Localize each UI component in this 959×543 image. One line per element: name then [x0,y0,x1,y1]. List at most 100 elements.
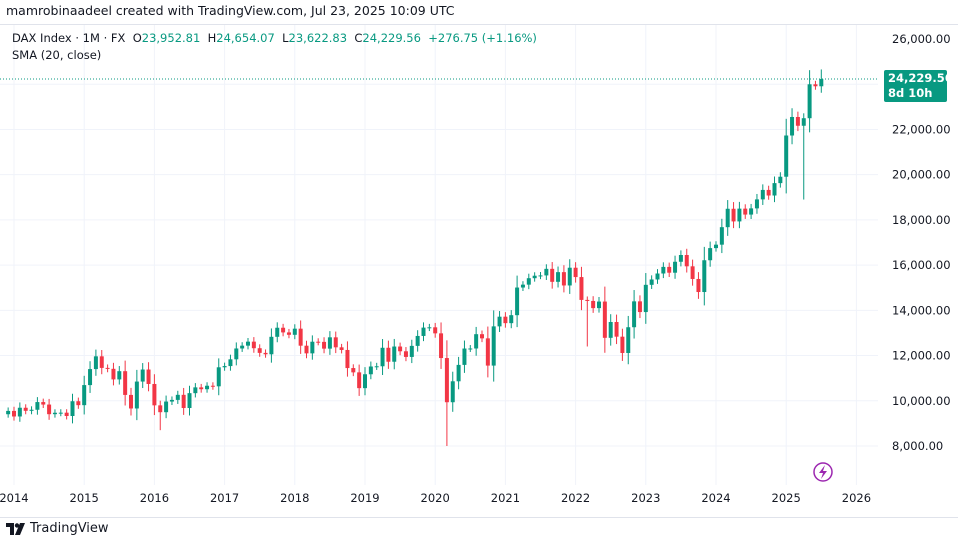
candle[interactable] [99,350,104,375]
candle[interactable] [696,272,701,299]
candle[interactable] [714,241,718,252]
candle[interactable] [801,113,806,200]
candle[interactable] [427,323,432,332]
candle[interactable] [649,275,654,289]
candle[interactable] [251,337,256,353]
candle[interactable] [82,375,87,415]
candle[interactable] [88,361,93,393]
candle[interactable] [684,248,689,273]
candle[interactable] [281,323,286,337]
candle[interactable] [123,360,128,406]
candle[interactable] [790,108,795,145]
candle[interactable] [772,176,777,203]
candle[interactable] [363,367,367,396]
candle[interactable] [52,409,57,418]
candle[interactable] [655,269,660,284]
candle[interactable] [667,262,672,278]
candle[interactable] [105,364,110,373]
candle[interactable] [275,322,280,343]
candle[interactable] [567,259,572,294]
candle[interactable] [544,264,549,280]
candle[interactable] [316,338,321,346]
indicator-sma[interactable]: SMA (20, close) [12,48,102,62]
candle[interactable] [257,344,262,357]
candle[interactable] [702,246,707,306]
candle[interactable] [433,322,438,338]
candle[interactable] [228,354,233,371]
candle[interactable] [93,349,98,376]
candle[interactable] [778,172,783,188]
candle[interactable] [819,69,824,93]
symbol-info[interactable]: DAX Index · 1M · FX [12,31,126,45]
candle[interactable] [474,326,479,356]
candle[interactable] [784,118,789,194]
candle[interactable] [760,184,765,205]
candle[interactable] [286,328,291,339]
candle[interactable] [304,340,309,359]
candle[interactable] [12,406,16,421]
candle[interactable] [620,328,625,361]
candle[interactable] [550,262,555,289]
candle[interactable] [58,409,63,417]
candle[interactable] [579,266,584,311]
candle[interactable] [690,259,695,286]
candle[interactable] [164,395,169,419]
candle[interactable] [216,358,221,396]
candle[interactable] [520,281,525,291]
candle[interactable] [327,331,332,355]
candle[interactable] [509,310,514,329]
candle[interactable] [23,404,28,415]
candle[interactable] [456,356,461,390]
candle[interactable] [35,397,40,415]
candle[interactable] [462,340,467,373]
candle[interactable] [41,398,46,409]
candle[interactable] [626,315,631,365]
candle[interactable] [333,331,338,354]
candle[interactable] [175,390,180,404]
candle[interactable] [29,406,34,415]
candle[interactable] [246,337,250,350]
candle[interactable] [47,398,52,420]
candle[interactable] [392,338,397,370]
candle[interactable] [637,295,642,319]
candle[interactable] [140,363,145,389]
candle[interactable] [708,241,713,267]
candle[interactable] [807,70,812,133]
candle[interactable] [322,337,327,354]
candle[interactable] [152,374,157,416]
candle[interactable] [468,345,473,352]
candle[interactable] [608,314,613,346]
candle[interactable] [205,382,210,393]
candle[interactable] [480,330,484,343]
candle[interactable] [591,296,596,313]
tradingview-logo[interactable]: TradingView [6,521,109,536]
candle[interactable] [345,341,350,377]
candle[interactable] [491,310,496,382]
candle[interactable] [731,202,736,229]
lightning-icon[interactable] [813,462,833,482]
candle[interactable] [597,297,601,313]
candle[interactable] [673,255,678,279]
candle[interactable] [813,80,818,90]
candle[interactable] [234,342,239,366]
candle[interactable] [725,200,730,236]
candle[interactable] [158,400,163,431]
candle[interactable] [240,342,245,352]
candle[interactable] [357,364,362,396]
candle[interactable] [526,273,531,290]
candle[interactable] [199,383,204,393]
candle[interactable] [409,339,414,364]
candle[interactable] [386,340,391,369]
candle[interactable] [263,349,268,358]
candle[interactable] [766,185,771,200]
candle[interactable] [368,361,373,380]
candle[interactable] [76,397,81,409]
candle[interactable] [117,366,122,385]
candle[interactable] [754,193,759,214]
candle[interactable] [602,286,607,353]
candle[interactable] [743,204,748,219]
candle[interactable] [415,330,420,352]
candle[interactable] [439,322,444,369]
candle[interactable] [719,218,724,254]
